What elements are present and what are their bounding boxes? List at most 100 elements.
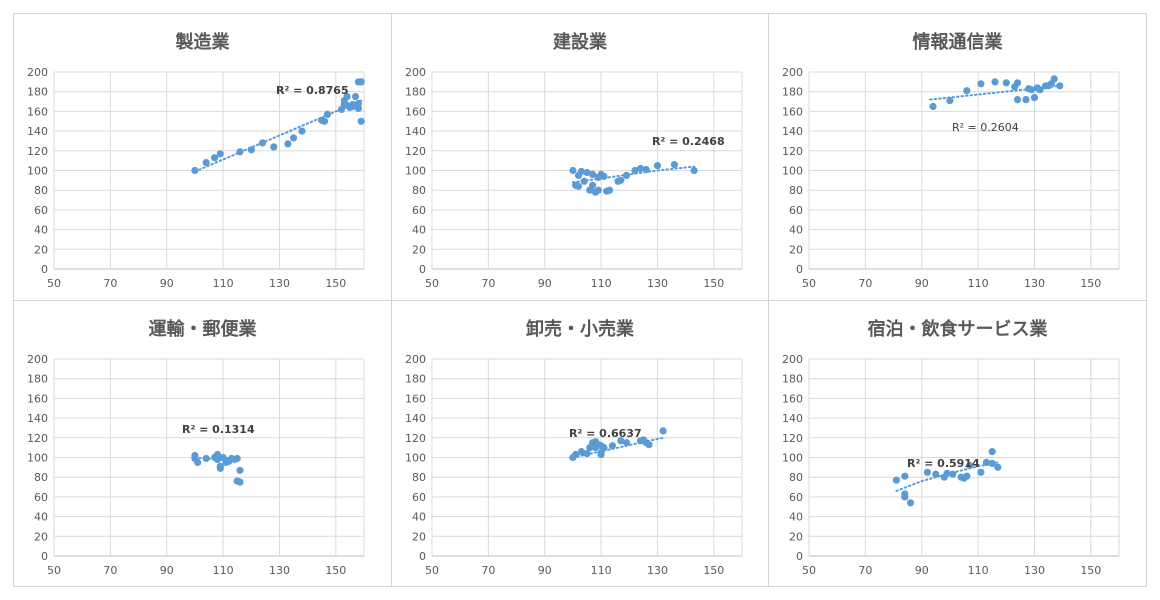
y-tick-label: 120 xyxy=(405,145,426,158)
y-tick-label: 180 xyxy=(27,373,48,386)
x-tick-label: 90 xyxy=(538,277,552,290)
x-tick-label: 130 xyxy=(1024,564,1045,577)
x-tick-label: 70 xyxy=(103,564,117,577)
chart-panel: 宿泊・飲食サービス業 0 20 40 60 80 100 120 140 160 180 200 50 7… xyxy=(768,300,1146,586)
x-tick-label: 50 xyxy=(802,277,816,290)
data-point xyxy=(589,170,597,178)
scatter-plot: 0 20 40 60 80 100 120 140 160 180 200 50 70 90 110 130 1… xyxy=(405,66,743,290)
x-tick-label: 150 xyxy=(703,277,724,290)
data-point xyxy=(1056,82,1064,90)
data-point xyxy=(589,181,597,189)
x-tick-label: 90 xyxy=(160,277,174,290)
data-point xyxy=(357,117,365,125)
y-tick-label: 0 xyxy=(419,263,426,276)
x-tick-label: 150 xyxy=(1080,564,1101,577)
data-point xyxy=(929,102,937,111)
y-tick-label: 140 xyxy=(782,412,803,425)
data-point xyxy=(1030,94,1039,102)
data-point xyxy=(323,110,331,118)
data-point xyxy=(357,78,365,86)
y-tick-label: 120 xyxy=(782,432,803,445)
y-tick-label: 40 xyxy=(34,224,48,237)
data-point xyxy=(608,442,616,450)
data-point xyxy=(349,102,357,111)
data-point xyxy=(977,80,985,88)
y-tick-label: 80 xyxy=(412,184,426,197)
data-point xyxy=(574,182,583,190)
y-tick-label: 100 xyxy=(782,165,803,178)
y-tick-label: 100 xyxy=(27,165,48,178)
y-tick-label: 180 xyxy=(405,86,426,99)
y-tick-label: 100 xyxy=(405,452,426,465)
y-tick-label: 80 xyxy=(789,184,803,197)
data-point xyxy=(343,93,351,101)
chart-panel: 運輸・郵便業 0 20 40 60 80 100 120 140 160 180 200 50 70 90 1… xyxy=(14,300,391,586)
data-point xyxy=(670,161,678,169)
y-tick-label: 120 xyxy=(27,145,48,158)
y-tick-label: 160 xyxy=(27,392,48,405)
x-tick-label: 130 xyxy=(269,277,290,290)
y-tick-label: 120 xyxy=(27,432,48,445)
data-point xyxy=(289,134,298,142)
x-tick-label: 110 xyxy=(591,277,612,290)
y-tick-label: 0 xyxy=(419,550,426,563)
chart-panel: 製造業 0 20 40 60 80 100 120 140 160 180 200 50 70 90 110 1… xyxy=(14,14,391,300)
chart-title: 製造業 xyxy=(175,32,230,53)
chart-grid: 製造業 0 20 40 60 80 100 120 140 160 180 200 50 70 90 110 1… xyxy=(13,13,1147,587)
data-point xyxy=(943,469,951,477)
chart-panel: 卸売・小売業 0 20 40 60 80 100 120 140 160 180 200 50 70 90 1… xyxy=(391,300,768,586)
data-point xyxy=(600,172,608,180)
data-point xyxy=(351,93,360,101)
y-tick-label: 40 xyxy=(789,224,803,237)
data-point xyxy=(1013,79,1022,87)
trendline xyxy=(193,99,363,173)
data-point xyxy=(343,101,351,110)
x-tick-label: 50 xyxy=(47,277,61,290)
data-point xyxy=(236,148,244,156)
data-point xyxy=(583,450,591,458)
y-tick-label: 180 xyxy=(27,86,48,99)
y-tick-label: 200 xyxy=(782,353,803,366)
data-point xyxy=(653,162,662,170)
data-point xyxy=(298,127,306,135)
y-tick-label: 120 xyxy=(782,145,803,158)
data-point xyxy=(631,166,639,175)
y-tick-label: 60 xyxy=(34,491,48,504)
r-squared-label: R² = 0.1314 xyxy=(182,423,255,436)
data-point xyxy=(977,468,985,476)
data-point xyxy=(617,437,625,445)
data-point xyxy=(994,463,1002,471)
x-tick-label: 110 xyxy=(213,564,234,577)
x-tick-label: 110 xyxy=(591,564,612,577)
trendline xyxy=(571,165,696,184)
data-point xyxy=(963,472,971,480)
data-point xyxy=(636,164,645,173)
x-tick-label: 130 xyxy=(647,277,668,290)
data-point xyxy=(354,99,362,108)
y-tick-label: 20 xyxy=(789,243,803,256)
data-point xyxy=(659,427,667,435)
data-point xyxy=(270,143,278,151)
y-tick-label: 40 xyxy=(34,511,48,524)
x-tick-label: 110 xyxy=(968,564,989,577)
y-tick-label: 140 xyxy=(782,125,803,138)
x-tick-label: 130 xyxy=(647,564,668,577)
data-point xyxy=(236,478,244,486)
y-tick-label: 160 xyxy=(405,392,426,405)
y-tick-label: 40 xyxy=(412,511,426,524)
scatter-plot: 0 20 40 60 80 100 120 140 160 180 200 50 70 90 110 130 1… xyxy=(405,353,743,577)
y-tick-label: 160 xyxy=(782,392,803,405)
x-tick-label: 70 xyxy=(481,277,495,290)
x-tick-label: 70 xyxy=(858,277,872,290)
data-point xyxy=(211,154,219,162)
data-point xyxy=(202,159,210,167)
y-tick-label: 120 xyxy=(405,432,426,445)
data-point xyxy=(901,490,909,498)
data-point xyxy=(617,176,625,184)
data-point xyxy=(284,140,292,148)
y-tick-label: 80 xyxy=(412,471,426,484)
y-tick-label: 100 xyxy=(405,165,426,178)
data-point xyxy=(213,450,222,459)
data-point xyxy=(1028,86,1036,94)
x-tick-label: 70 xyxy=(481,564,495,577)
